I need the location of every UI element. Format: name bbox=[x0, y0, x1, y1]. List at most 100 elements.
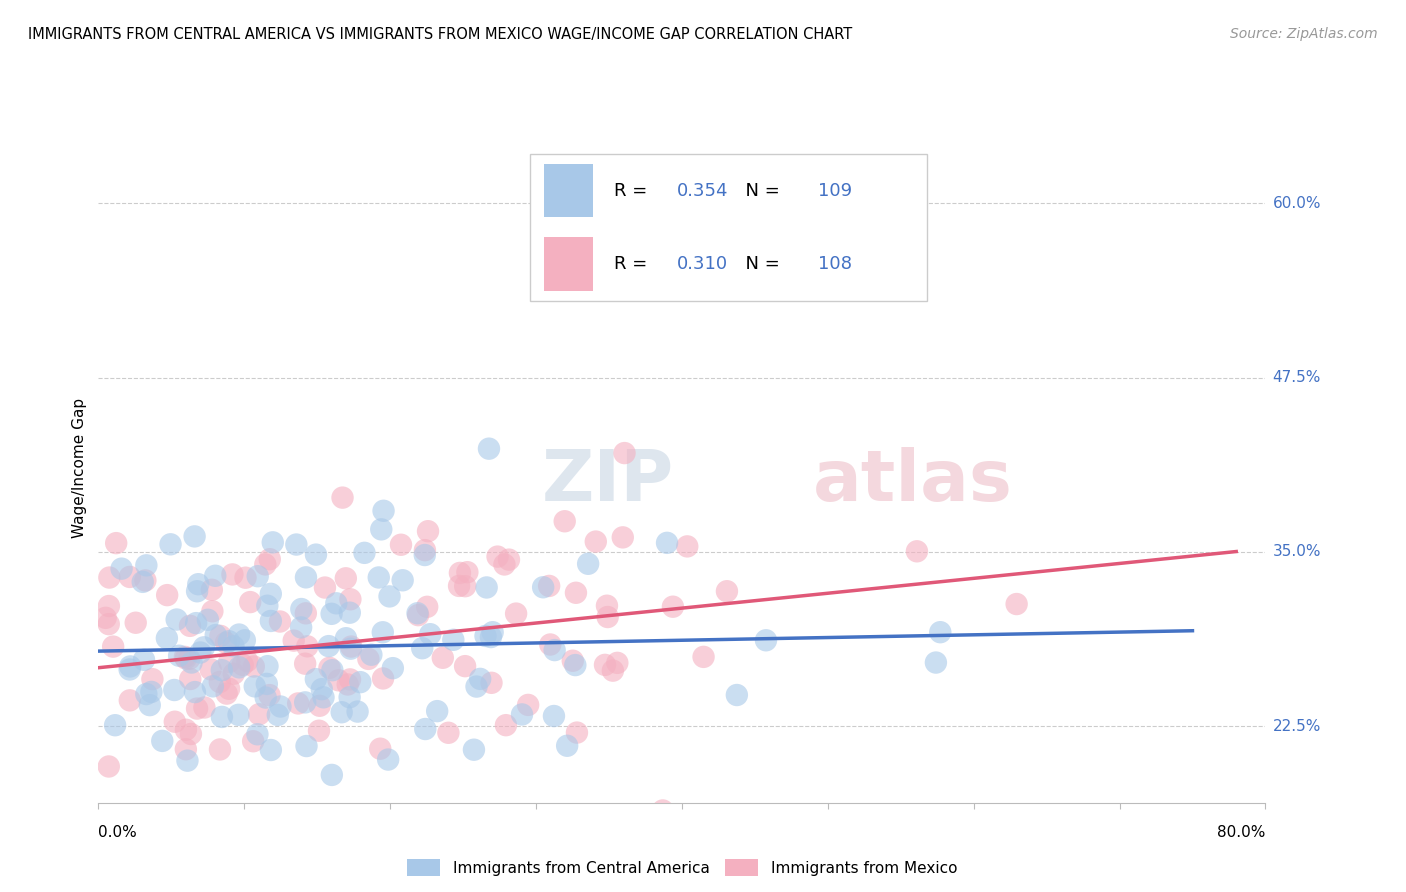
Point bbox=[174, 651, 197, 665]
Point bbox=[141, 685, 163, 699]
Point bbox=[716, 584, 738, 599]
Point bbox=[495, 718, 517, 732]
Point bbox=[174, 742, 197, 756]
Point bbox=[180, 727, 202, 741]
Point bbox=[371, 625, 394, 640]
Point bbox=[377, 753, 399, 767]
Point bbox=[585, 534, 607, 549]
Point bbox=[651, 804, 673, 818]
Point bbox=[134, 574, 156, 588]
Point bbox=[543, 643, 565, 657]
Point bbox=[215, 687, 238, 701]
Point bbox=[481, 675, 503, 690]
Point bbox=[406, 608, 429, 623]
Point bbox=[267, 707, 290, 722]
Point bbox=[419, 627, 441, 641]
Point bbox=[180, 656, 202, 670]
Point bbox=[441, 632, 464, 647]
Point bbox=[186, 616, 208, 631]
Text: 80.0%: 80.0% bbox=[1218, 825, 1265, 840]
Point bbox=[101, 640, 124, 654]
Point bbox=[179, 672, 201, 686]
Point bbox=[211, 710, 233, 724]
Point bbox=[150, 734, 173, 748]
Point bbox=[929, 625, 952, 640]
Point bbox=[256, 659, 278, 673]
Point bbox=[479, 630, 502, 644]
Text: atlas: atlas bbox=[813, 447, 1012, 516]
Point bbox=[139, 698, 162, 712]
Point bbox=[243, 679, 266, 693]
Point bbox=[725, 688, 748, 702]
Point bbox=[416, 599, 439, 614]
Point bbox=[174, 723, 197, 737]
Point bbox=[481, 625, 503, 640]
Point bbox=[156, 588, 179, 602]
Point bbox=[602, 664, 624, 678]
Point bbox=[197, 613, 219, 627]
Point bbox=[297, 640, 319, 654]
Point bbox=[193, 640, 215, 655]
Text: 60.0%: 60.0% bbox=[1272, 196, 1320, 211]
Point bbox=[328, 673, 350, 688]
Point bbox=[222, 666, 245, 681]
Text: Source: ZipAtlas.com: Source: ZipAtlas.com bbox=[1230, 27, 1378, 41]
Point bbox=[235, 571, 257, 585]
Point bbox=[166, 613, 188, 627]
Point bbox=[118, 693, 141, 707]
Point bbox=[256, 599, 278, 613]
Point bbox=[110, 562, 132, 576]
Point bbox=[339, 673, 361, 687]
Point bbox=[576, 557, 599, 571]
Point bbox=[254, 690, 277, 705]
Point bbox=[179, 652, 201, 666]
Point bbox=[141, 672, 163, 686]
Point bbox=[287, 697, 309, 711]
Point bbox=[163, 714, 186, 729]
Point bbox=[156, 631, 179, 645]
Point bbox=[336, 677, 359, 691]
Point bbox=[305, 672, 328, 686]
Point bbox=[167, 648, 190, 663]
Point bbox=[204, 569, 226, 583]
Point bbox=[159, 537, 181, 551]
Point bbox=[360, 648, 382, 662]
Point bbox=[655, 536, 678, 550]
Text: N =: N = bbox=[734, 255, 786, 273]
Point bbox=[125, 615, 148, 630]
Point bbox=[97, 617, 120, 632]
Point bbox=[246, 727, 269, 741]
Point bbox=[905, 544, 928, 558]
Point bbox=[517, 698, 540, 712]
Point bbox=[209, 629, 232, 643]
Point bbox=[339, 606, 361, 620]
Point bbox=[232, 657, 254, 672]
Point bbox=[200, 662, 222, 676]
Point bbox=[335, 571, 357, 585]
Point bbox=[211, 663, 233, 677]
Point bbox=[349, 675, 371, 690]
Text: R =: R = bbox=[614, 182, 654, 200]
Point bbox=[432, 650, 454, 665]
Point bbox=[201, 679, 224, 693]
Point bbox=[470, 672, 492, 686]
Point bbox=[357, 652, 380, 666]
Point bbox=[596, 599, 619, 613]
Point bbox=[465, 680, 488, 694]
Point bbox=[339, 690, 361, 705]
Point bbox=[606, 656, 628, 670]
Point bbox=[308, 698, 330, 713]
Point bbox=[305, 548, 328, 562]
Y-axis label: Wage/Income Gap: Wage/Income Gap bbox=[72, 398, 87, 539]
Point bbox=[295, 739, 318, 753]
Point bbox=[308, 723, 330, 738]
Point bbox=[564, 658, 586, 673]
Point bbox=[676, 540, 699, 554]
Point bbox=[381, 661, 404, 675]
Point bbox=[555, 739, 578, 753]
Text: 22.5%: 22.5% bbox=[1272, 719, 1320, 733]
Point bbox=[554, 514, 576, 528]
Point bbox=[269, 699, 291, 714]
Point bbox=[321, 663, 343, 677]
Point bbox=[243, 659, 266, 673]
